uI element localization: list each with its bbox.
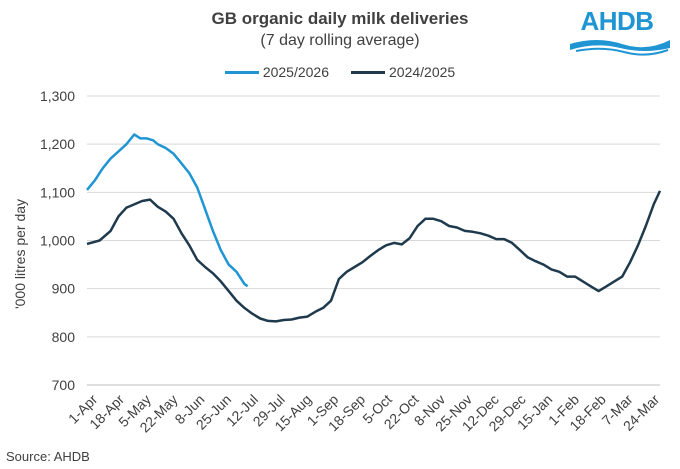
- legend-item-2025-2026: 2025/2026: [224, 64, 329, 80]
- ahdb-logo: AHDB: [562, 6, 672, 56]
- legend-label-2025-2026: 2025/2026: [262, 64, 329, 80]
- y-tick-label: 1,300: [40, 88, 75, 104]
- gridlines: [87, 95, 660, 338]
- legend-swatch-2024-2025: [351, 70, 385, 74]
- y-tick-label: 900: [52, 281, 76, 297]
- chart-title: GB organic daily milk deliveries: [211, 9, 469, 28]
- y-tick-label: 1,000: [40, 233, 75, 249]
- y-tick-label: 1,100: [40, 184, 75, 200]
- y-axis-ticks: 700 800 900 1,000 1,100 1,200 1,300: [40, 88, 75, 393]
- logo-wave-icon: [570, 40, 670, 56]
- chart-legend: 2025/2026 2024/2025: [0, 64, 680, 80]
- chart-subtitle: (7 day rolling average): [260, 32, 420, 49]
- source-note: Source: AHDB: [6, 449, 90, 464]
- legend-swatch-2025-2026: [224, 70, 259, 74]
- legend-item-2024-2025: 2024/2025: [351, 64, 455, 80]
- series-line-2024-2025: [86, 190, 662, 323]
- y-tick-label: 700: [52, 377, 76, 393]
- y-tick-label: 1,200: [40, 136, 75, 152]
- legend-label-2024-2025: 2024/2025: [389, 64, 456, 80]
- x-axis-ticks: 1-Apr18-Apr5-May22-May8-Jun25-Jun12-Jul2…: [65, 391, 663, 436]
- logo-text: AHDB: [580, 6, 654, 36]
- series-lines: [86, 133, 662, 323]
- series-line-2025-2026: [86, 133, 249, 288]
- y-tick-label: 800: [52, 329, 76, 345]
